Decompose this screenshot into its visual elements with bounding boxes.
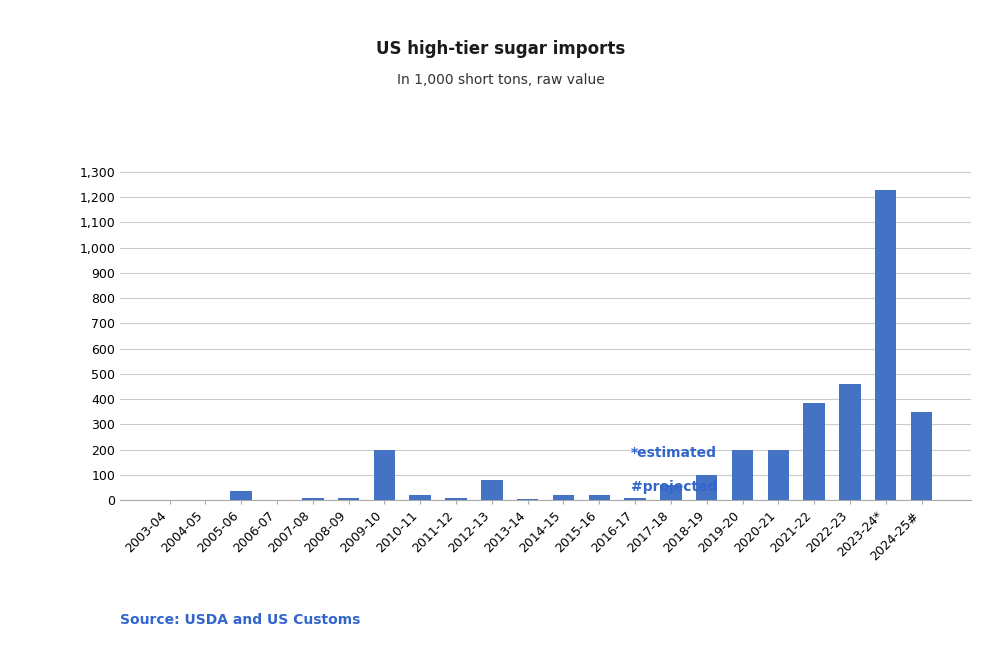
- Bar: [804, 403, 825, 500]
- Bar: [839, 384, 861, 500]
- Bar: [517, 499, 539, 500]
- Bar: [409, 495, 431, 500]
- Text: In 1,000 short tons, raw value: In 1,000 short tons, raw value: [396, 73, 605, 87]
- Bar: [589, 495, 610, 500]
- Bar: [338, 498, 359, 500]
- Bar: [911, 412, 932, 500]
- Text: US high-tier sugar imports: US high-tier sugar imports: [375, 40, 626, 58]
- Bar: [553, 495, 575, 500]
- Bar: [696, 475, 718, 500]
- Bar: [660, 485, 682, 500]
- Bar: [768, 450, 789, 500]
- Text: Source: USDA and US Customs: Source: USDA and US Customs: [120, 613, 360, 627]
- Bar: [302, 498, 323, 500]
- Bar: [875, 189, 897, 500]
- Text: *estimated: *estimated: [631, 446, 717, 460]
- Bar: [625, 498, 646, 500]
- Text: #projected: #projected: [631, 480, 717, 494]
- Bar: [732, 450, 753, 500]
- Bar: [445, 498, 466, 500]
- Bar: [373, 450, 395, 500]
- Bar: [481, 480, 503, 500]
- Bar: [230, 492, 252, 500]
